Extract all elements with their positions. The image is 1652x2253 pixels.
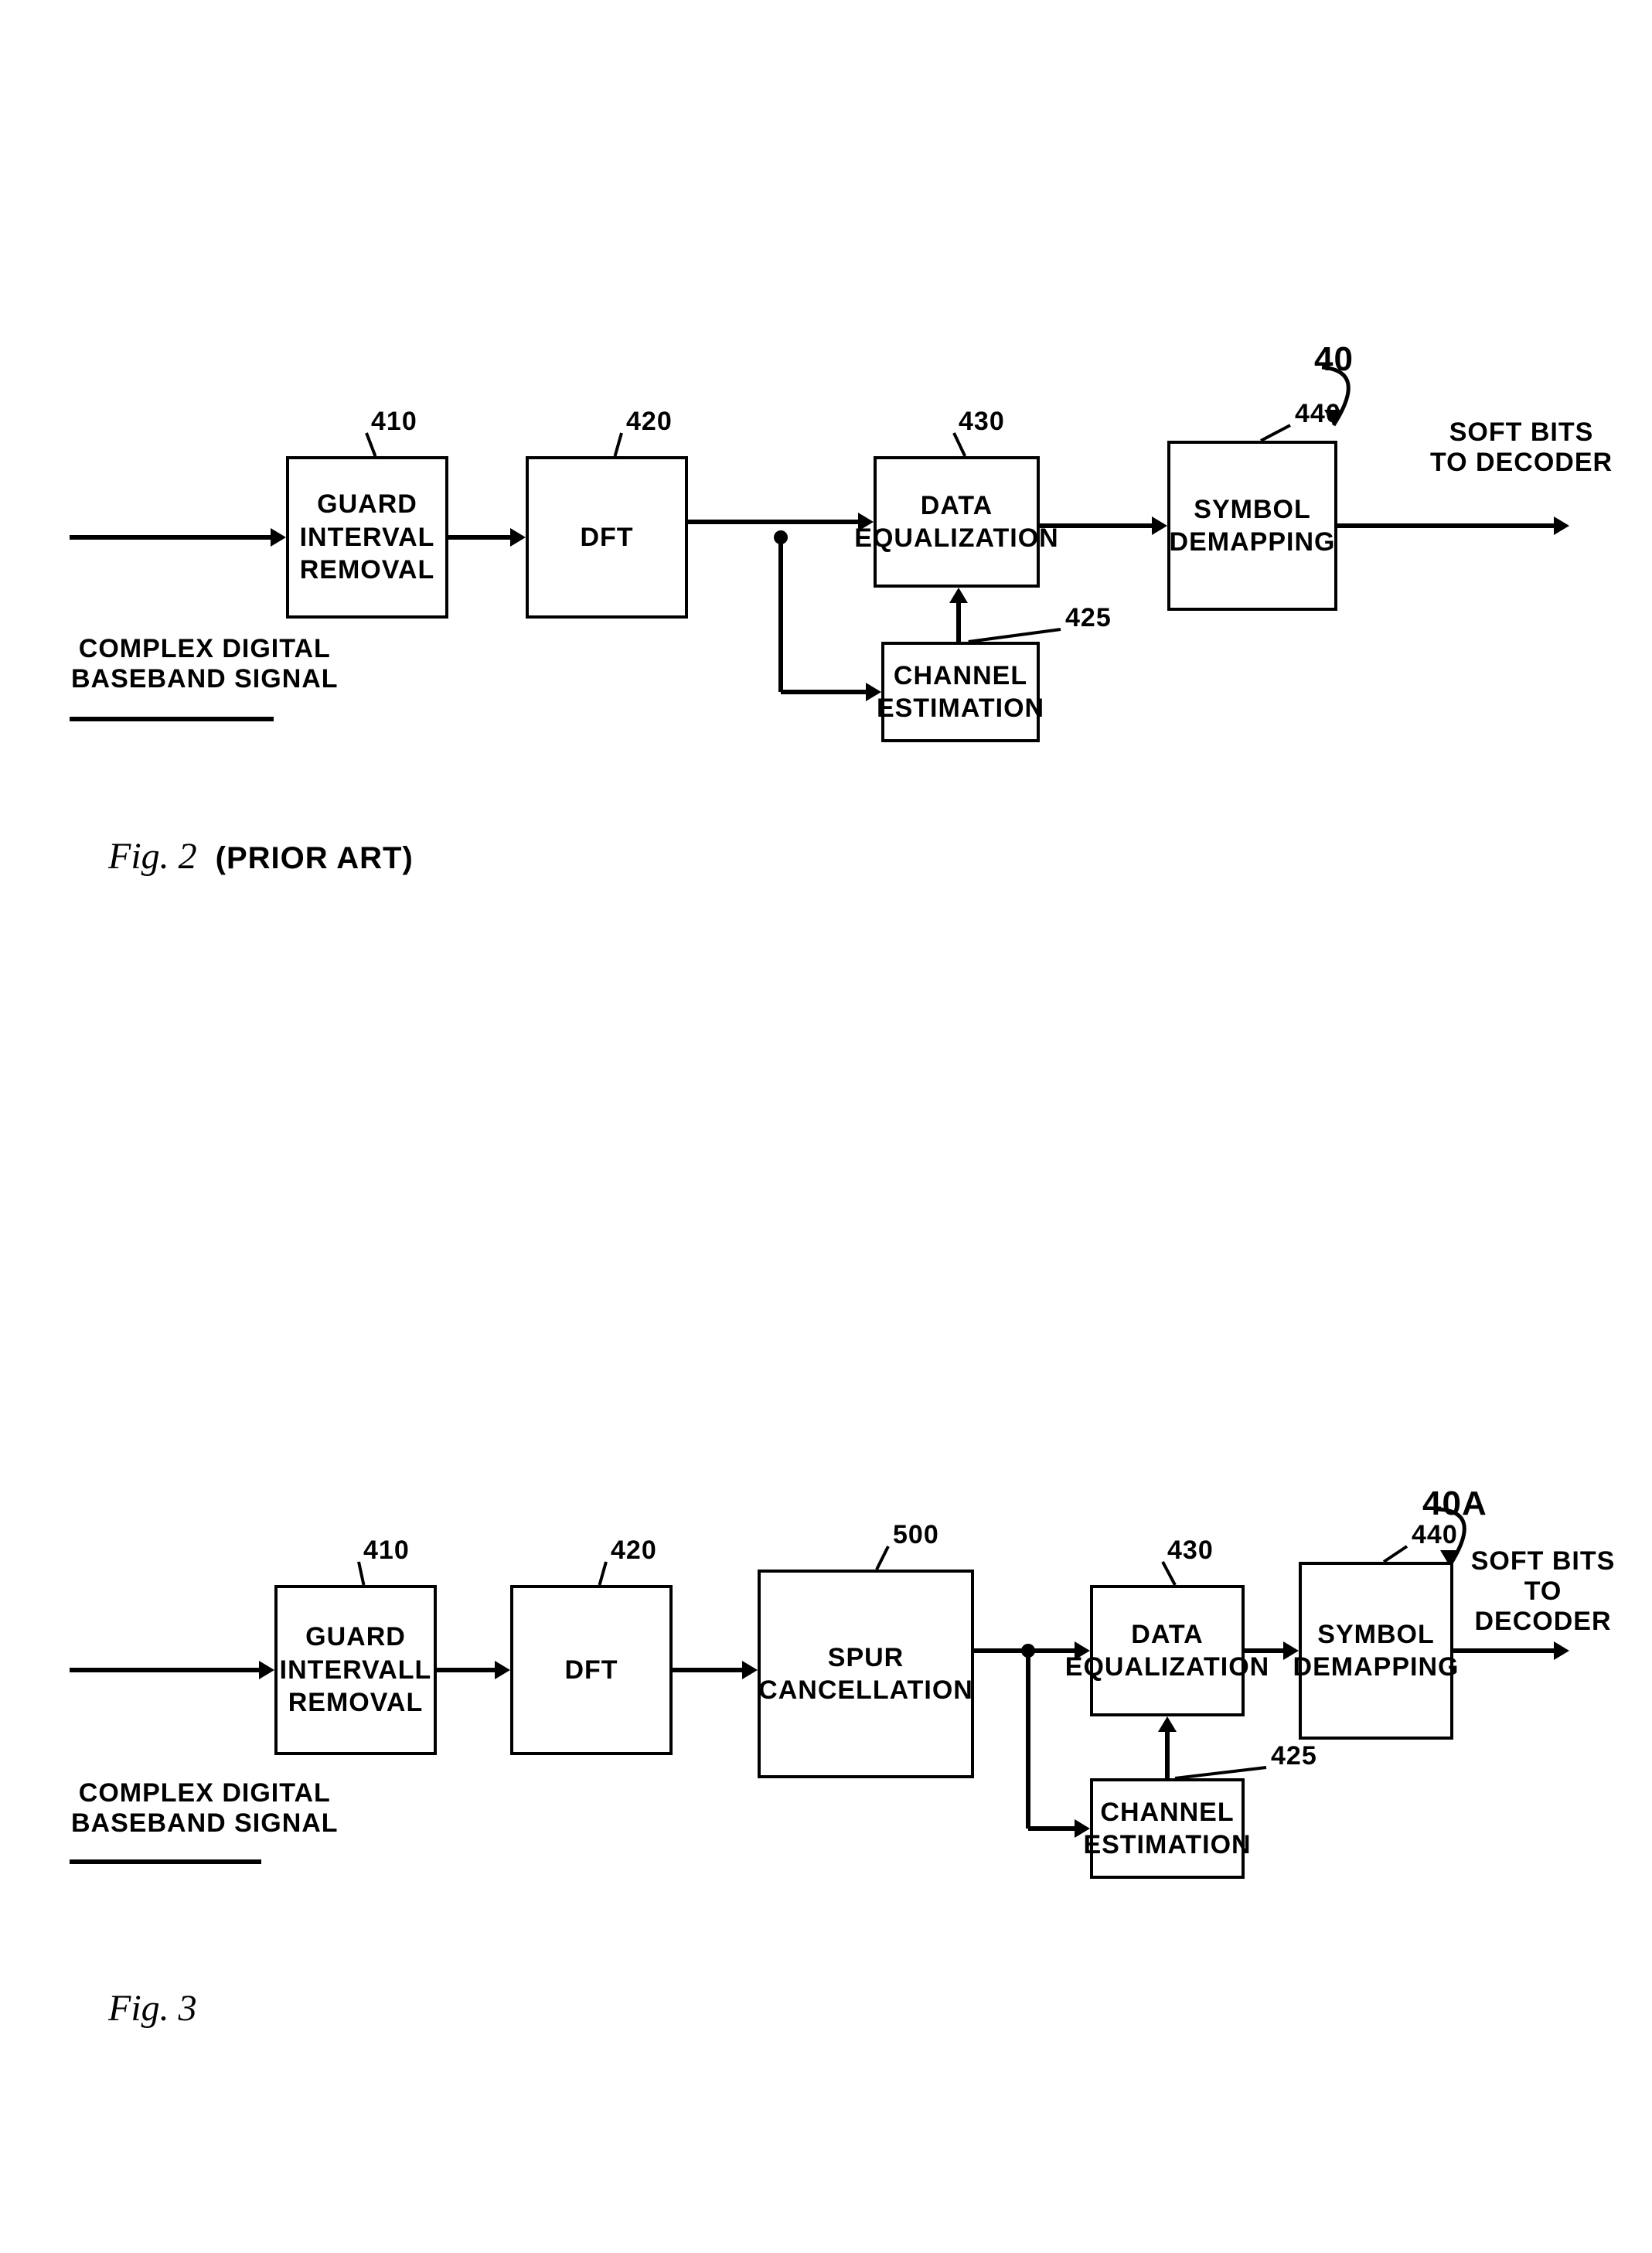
- ref-number: 440: [1295, 399, 1341, 429]
- figure-caption: Fig. 3: [108, 1987, 197, 2030]
- block: GUARD INTERVAL REMOVAL: [286, 456, 448, 619]
- page: GUARD INTERVAL REMOVAL DFT DATA EQUALIZATI…: [31, 31, 1621, 2222]
- block: SYMBOL DEMAPPING: [1299, 1562, 1453, 1740]
- block: DFT: [510, 1585, 673, 1755]
- block: DATA EQUALIZATION: [874, 456, 1040, 588]
- block: DATA EQUALIZATION: [1090, 1585, 1245, 1716]
- figure-ref: 40: [1314, 340, 1354, 379]
- ref-number: 500: [893, 1520, 939, 1550]
- ref-number: 425: [1271, 1741, 1317, 1771]
- block: GUARD INTERVALL REMOVAL: [274, 1585, 437, 1755]
- ref-number: 410: [363, 1536, 410, 1566]
- block: CHANNEL ESTIMATION: [1090, 1778, 1245, 1879]
- ref-number: 430: [1167, 1536, 1214, 1566]
- diagram: GUARD INTERVAL REMOVAL DFT DATA EQUALIZATI…: [31, 232, 1621, 897]
- output-label: SOFT BITS TO DECODER: [1430, 418, 1613, 478]
- input-label: COMPLEX DIGITAL BASEBAND SIGNAL: [71, 1778, 339, 1839]
- block: DFT: [526, 456, 688, 619]
- ref-number: 440: [1412, 1520, 1458, 1550]
- output-label: SOFT BITS TO DECODER: [1465, 1546, 1621, 1637]
- figure-ref: 40A: [1422, 1484, 1487, 1523]
- ref-number: 430: [959, 407, 1005, 437]
- ref-number: 425: [1065, 603, 1112, 633]
- block: SPUR CANCELLATION: [758, 1570, 974, 1778]
- diagram: GUARD INTERVALL REMOVAL DFT SPUR CANCELLAT…: [31, 1314, 1621, 2057]
- block: SYMBOL DEMAPPING: [1167, 441, 1337, 611]
- ref-number: 420: [626, 407, 673, 437]
- wires: [31, 232, 1621, 897]
- ref-number: 420: [611, 1536, 657, 1566]
- block: CHANNEL ESTIMATION: [881, 642, 1040, 742]
- input-label: COMPLEX DIGITAL BASEBAND SIGNAL: [71, 634, 339, 694]
- ref-number: 410: [371, 407, 417, 437]
- figure-caption: Fig. 2 (PRIOR ART): [108, 835, 414, 878]
